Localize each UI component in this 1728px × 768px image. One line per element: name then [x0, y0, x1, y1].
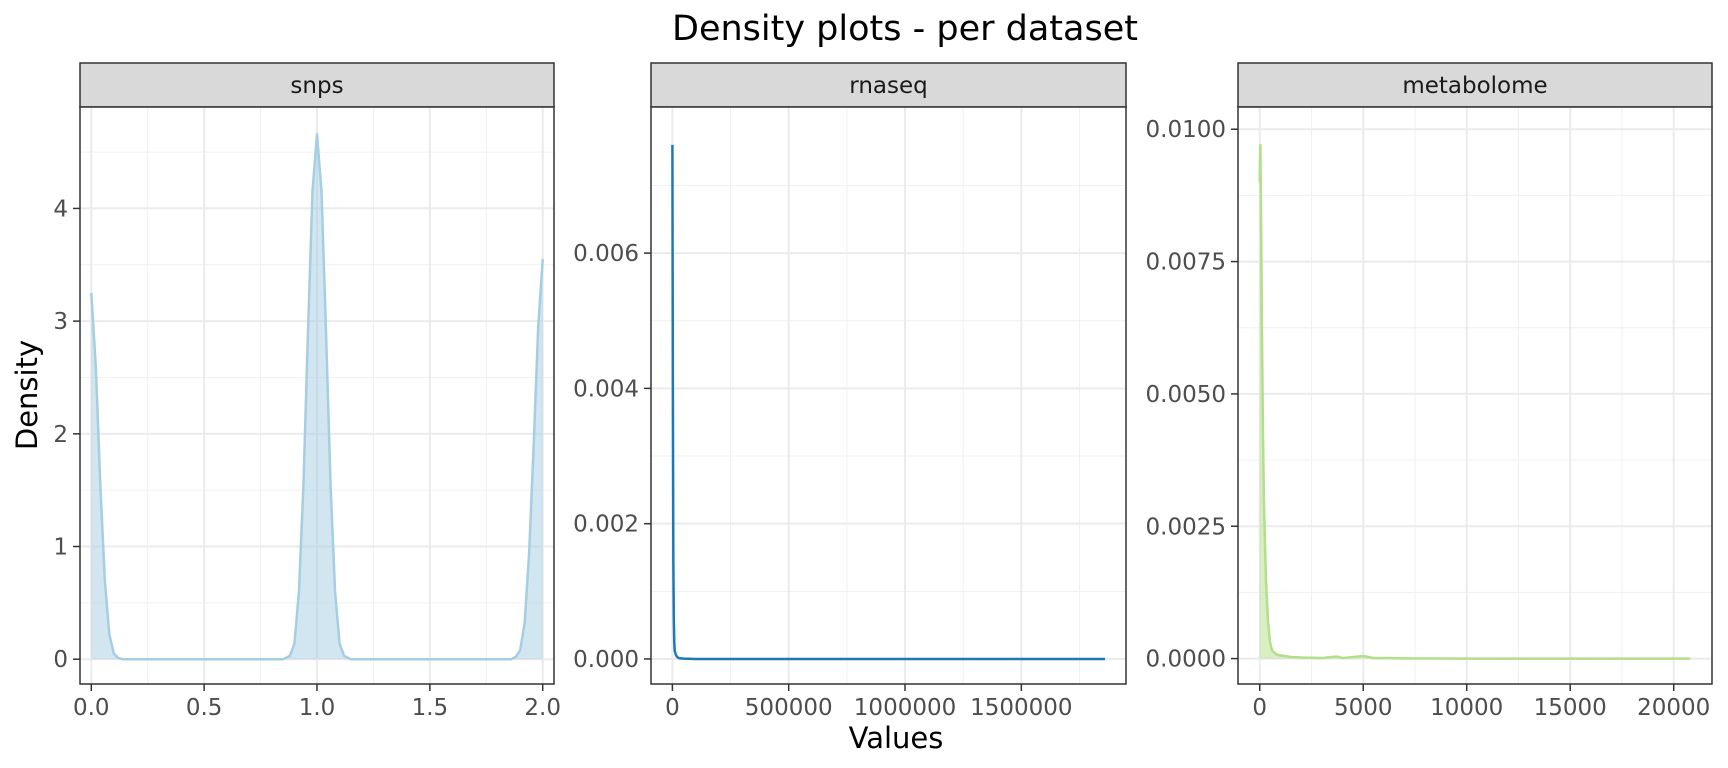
density-area-snps: [91, 134, 543, 660]
y-tick-label: 1: [53, 535, 68, 561]
density-line-metabolome: [1258, 143, 1691, 660]
x-tick-label: 20000: [1637, 695, 1710, 721]
x-tick-label: 0: [1252, 695, 1267, 721]
density-line-snps: [90, 132, 544, 661]
y-tick-label: 0.004: [573, 376, 639, 402]
y-tick-label: 0.0050: [1146, 382, 1226, 408]
y-tick-label: 0.0000: [1146, 647, 1226, 673]
panel-snps: snps 0.0 0.5 1.0 1.5 2.0 0 1 2 3 4: [53, 62, 561, 721]
x-tick-label: 1000000: [854, 695, 956, 721]
x-tick-label: 500000: [745, 695, 833, 721]
y-tick-label: 0.000: [573, 647, 639, 673]
y-axis-title: Density: [10, 340, 44, 450]
x-tick-label: 1.0: [299, 695, 336, 721]
x-axis-title: Values: [849, 721, 944, 755]
facet-strip-label: snps: [290, 73, 343, 99]
y-tick-label: 0.0025: [1146, 514, 1226, 540]
facet-strip-snps: [79, 62, 555, 108]
facet-strip-rnaseq: [650, 62, 1127, 108]
chart-title: Density plots - per dataset: [672, 9, 1138, 49]
y-tick-label: 4: [53, 196, 68, 222]
facet-strip-label: rnaseq: [849, 73, 927, 99]
facet-strip-metabolome: [1237, 62, 1713, 108]
x-tick-label: 0.0: [73, 695, 110, 721]
panel-background: [1238, 107, 1712, 684]
x-tick-label: 0: [665, 695, 680, 721]
panel-background: [651, 107, 1126, 684]
panel-rnaseq: rnaseq 0 500000 1000000 1500000 0.000 0.002 0.0…: [573, 62, 1127, 721]
x-tick-label: 0.5: [186, 695, 223, 721]
facet-strip-label: metabolome: [1402, 73, 1547, 99]
panel-border: [1237, 106, 1713, 685]
x-tick-label: 15000: [1534, 695, 1607, 721]
x-tick-label: 5000: [1334, 695, 1393, 721]
y-tick-label: 2: [53, 422, 68, 448]
y-tick-label: 0.0100: [1146, 117, 1226, 143]
x-tick-label: 2.0: [524, 695, 561, 721]
x-tick-label: 1.5: [412, 695, 449, 721]
x-tick-label: 1500000: [970, 695, 1072, 721]
facet-panels: snps 0.0 0.5 1.0 1.5 2.0 0 1 2 3 4 rnaseq 0 500000 100…: [53, 62, 1713, 721]
y-tick-label: 0.0075: [1146, 250, 1226, 276]
y-tick-label: 0.002: [573, 512, 639, 538]
panel-border: [650, 106, 1127, 685]
x-tick-label: 10000: [1430, 695, 1503, 721]
y-tick-label: 0.006: [573, 241, 639, 267]
y-tick-label: 3: [53, 309, 68, 335]
panel-metabolome: metabolome 0 5000 10000 15000 20000 0.0000 0.00…: [1146, 62, 1713, 721]
y-tick-label: 0: [53, 647, 68, 673]
density-line-rnaseq: [671, 144, 1106, 661]
